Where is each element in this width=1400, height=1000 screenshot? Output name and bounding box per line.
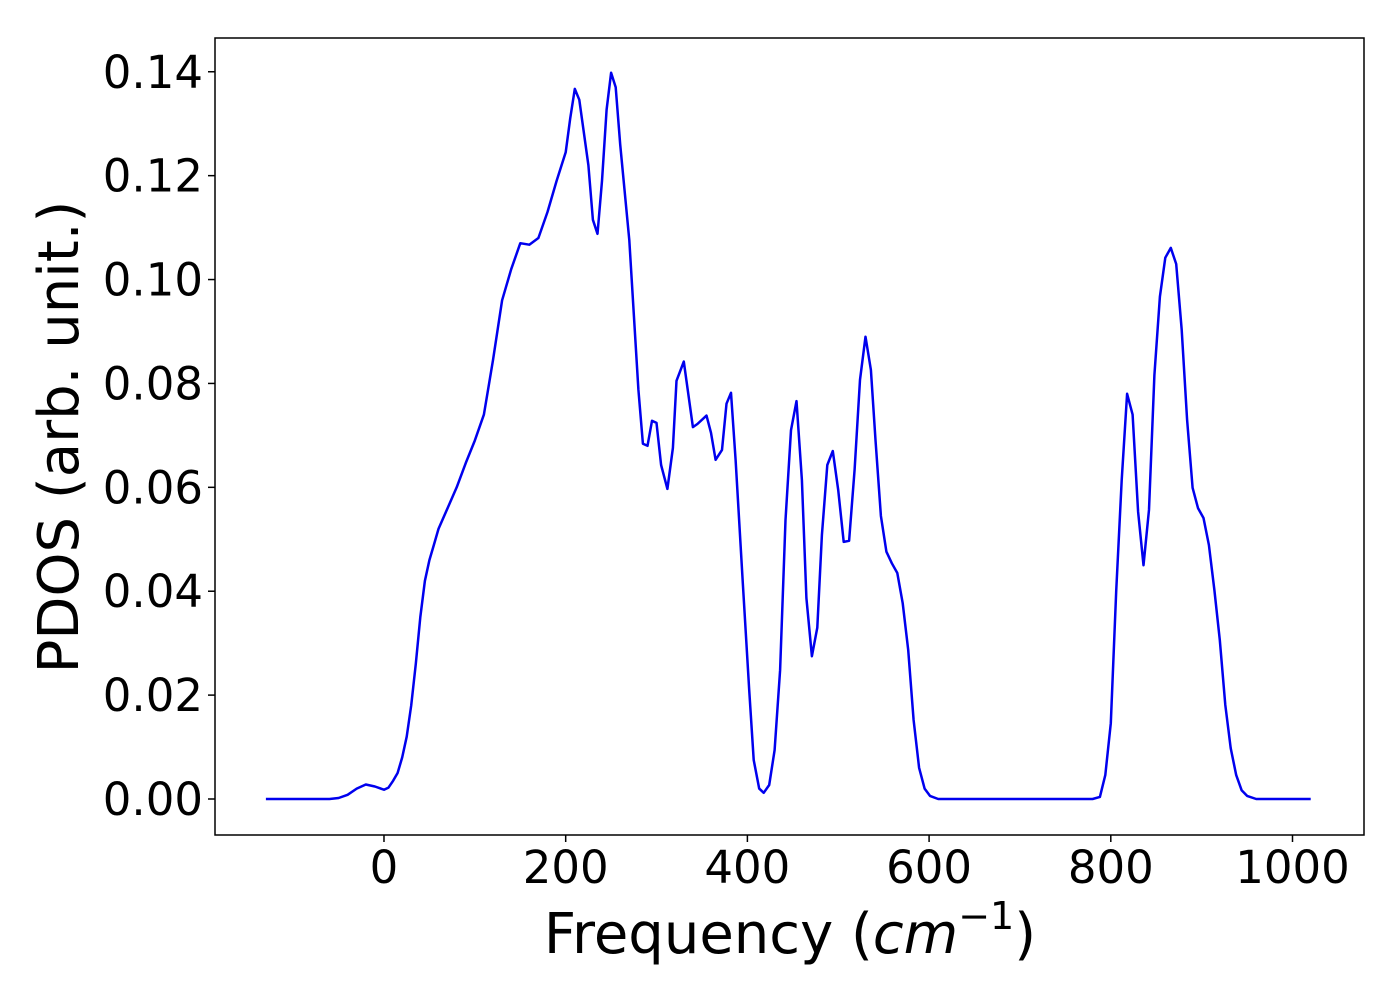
y-axis-label: PDOS (arb. unit.) (27, 201, 92, 674)
x-tick-label: 400 (704, 841, 790, 894)
x-label-text: Frequency ( (544, 902, 873, 967)
x-tick-label: 0 (370, 841, 399, 894)
x-label-unit: cm (873, 902, 958, 967)
x-tick-label: 1000 (1235, 841, 1350, 894)
x-label-close: ) (1014, 902, 1036, 967)
y-tick-label: 0.04 (103, 565, 203, 618)
y-tick-label: 0.14 (103, 46, 203, 99)
y-tick-label: 0.00 (103, 773, 203, 826)
x-tick-label: 800 (1068, 841, 1154, 894)
plot-frame (214, 37, 1365, 836)
line-series (265, 71, 1311, 801)
y-tick-label: 0.12 (103, 150, 203, 203)
x-label-exponent: −1 (958, 894, 1014, 938)
y-tick-label: 0.02 (103, 669, 203, 722)
x-tick-label: 600 (886, 841, 972, 894)
y-tick-label: 0.06 (103, 461, 203, 514)
y-tick-label: 0.08 (103, 357, 203, 410)
x-axis-label: Frequency (cm−1) (544, 894, 1036, 967)
y-tick-label: 0.10 (103, 254, 203, 307)
x-tick-label: 200 (523, 841, 609, 894)
